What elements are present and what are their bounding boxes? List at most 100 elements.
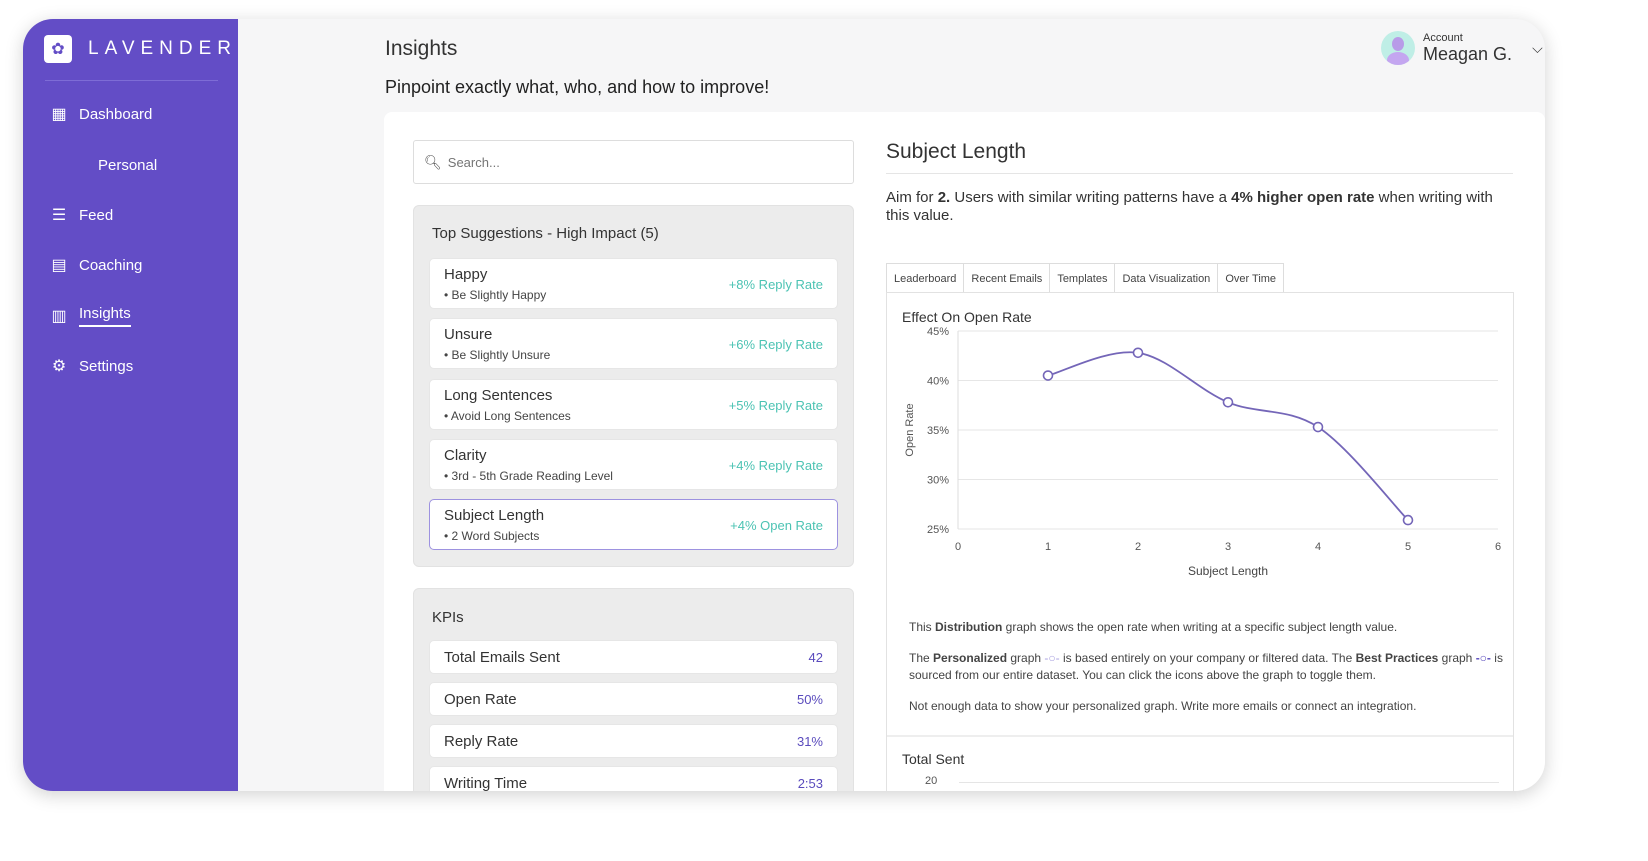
sidebar-item-personal[interactable]: Personal [98, 157, 158, 174]
kpis-box: KPIs Total Emails Sent 42 Open Rate 50% Repl… [413, 588, 854, 791]
page-tagline: Pinpoint exactly what, who, and how to i… [385, 77, 770, 97]
insights-panel: 🔍︎ Top Suggestions - High Impact (5) Hap… [384, 112, 1545, 791]
suggestion-impact: +4% Open Rate [730, 518, 823, 534]
suggestion-title: Long Sentences [444, 386, 553, 404]
chart-legend-description: The Personalized graph -○- is based enti… [909, 651, 1503, 682]
suggestion-detail: • Avoid Long Sentences [444, 408, 571, 423]
data-point [1312, 421, 1324, 433]
suggestion-detail: • 2 Word Subjects [444, 529, 540, 544]
sidebar-item-feed[interactable]: ☰ Feed [49, 205, 113, 225]
second-chart-y-tick: 20 [925, 775, 938, 787]
kpi-row: Writing Time 2:53 [429, 766, 838, 791]
page-title: Insights [385, 37, 458, 60]
sidebar-item-insights[interactable]: ▥ Insights [49, 305, 131, 327]
suggestion-title: Unsure [444, 326, 493, 344]
x-tick-label: 2 [1135, 541, 1141, 553]
search-box[interactable]: 🔍︎ [413, 140, 854, 184]
suggestion-detail: • 3rd - 5th Grade Reading Level [444, 468, 613, 483]
chart-title: Effect On Open Rate [902, 309, 1032, 325]
sidebar-item-label: Dashboard [79, 105, 153, 123]
dashboard-icon: ▦ [51, 106, 67, 123]
search-input[interactable] [447, 154, 828, 170]
suggestion-impact: +6% Reply Rate [728, 337, 823, 353]
kpis-title: KPIs [432, 609, 464, 626]
sidebar-item-dashboard[interactable]: ▦ Dashboard [49, 104, 152, 124]
suggestion-item[interactable]: Subject Length • 2 Word Subjects +4% Open … [429, 499, 838, 551]
kpi-value: 31% [796, 734, 823, 749]
logo[interactable]: ✿ LAVENDER [44, 35, 237, 63]
lavender-flower-icon: ✿ [44, 35, 72, 63]
detail-tabs: Leaderboard Recent Emails Templates Data Vi… [886, 263, 1285, 293]
chevron-down-icon[interactable]: ⌵ [1532, 39, 1543, 56]
suggestion-item[interactable]: Happy • Be Slightly Happy +8% Reply Rate [429, 258, 838, 309]
app-window: ✿ LAVENDER ▦ Dashboard Personal ☰ Feed ▤ Co… [23, 19, 1545, 791]
feed-icon: ☰ [51, 207, 67, 224]
data-point [1132, 347, 1144, 359]
divider [887, 735, 1513, 737]
detail-recommendation: Aim for 2. Users with similar writing pa… [886, 189, 1493, 224]
series-line [1047, 351, 1409, 521]
tab-recent-emails[interactable]: Recent Emails [963, 263, 1051, 293]
data-point [1222, 396, 1234, 408]
account-name: Meagan G. [1423, 43, 1513, 64]
sidebar-item-label: Coaching [79, 256, 143, 274]
y-tick-label: 40% [927, 376, 949, 388]
tab-over-time[interactable]: Over Time [1217, 263, 1285, 293]
not-enough-data-note: Not enough data to show your personalize… [909, 699, 1417, 713]
kpi-label: Writing Time [444, 775, 528, 791]
x-tick-label: 0 [955, 541, 961, 553]
search-icon: 🔍︎ [424, 153, 442, 170]
data-point [1402, 514, 1414, 526]
tab-data-visualization[interactable]: Data Visualization [1114, 263, 1219, 293]
kpi-label: Reply Rate [444, 733, 519, 750]
suggestion-item[interactable]: Clarity • 3rd - 5th Grade Reading Level +4… [429, 438, 838, 490]
sidebar-item-label: Settings [79, 357, 134, 375]
x-tick-label: 5 [1405, 541, 1411, 553]
x-tick-label: 4 [1315, 541, 1321, 553]
second-chart-gridline [959, 782, 1499, 783]
data-point [1042, 370, 1054, 381]
suggestion-impact: +4% Reply Rate [728, 457, 823, 473]
sidebar-item-label: Insights [79, 305, 131, 327]
kpi-label: Open Rate [444, 691, 517, 708]
kpi-row: Reply Rate 31% [429, 724, 838, 758]
avatar [1381, 31, 1415, 65]
y-tick-label: 35% [927, 425, 949, 437]
kpi-value: 42 [808, 650, 823, 665]
divider [45, 80, 218, 81]
personalized-graph-toggle-icon[interactable]: -○- [1044, 651, 1060, 665]
suggestion-title: Happy [444, 266, 488, 283]
suggestion-detail: • Be Slightly Unsure [444, 348, 551, 363]
x-axis-label: Subject Length [1188, 564, 1268, 578]
suggestions-title: Top Suggestions - High Impact (5) [432, 225, 659, 242]
suggestions-box: Top Suggestions - High Impact (5) Happy •… [413, 205, 854, 567]
insights-icon: ▥ [51, 308, 67, 325]
best-practices-graph-toggle-icon[interactable]: -○- [1475, 651, 1491, 665]
open-rate-chart: 25% 30% 35% 40% 45% 0 1 2 3 4 5 6 Subject Length Open… [904, 326, 1501, 578]
account-menu[interactable]: Account Meagan G. ⌵ [1381, 31, 1543, 65]
suggestion-item[interactable]: Unsure • Be Slightly Unsure +6% Reply Rate [429, 318, 838, 370]
coaching-icon: ▤ [51, 257, 67, 274]
suggestion-item[interactable]: Long Sentences • Avoid Long Sentences +5% … [429, 378, 838, 430]
kpi-row: Total Emails Sent 42 [429, 640, 838, 674]
y-tick-label: 30% [927, 475, 949, 487]
account-label: Account [1423, 31, 1463, 44]
tab-leaderboard[interactable]: Leaderboard [886, 263, 965, 293]
sidebar-item-settings[interactable]: ⚙ Settings [49, 356, 133, 376]
tab-templates[interactable]: Templates [1049, 263, 1116, 293]
sidebar-item-label: Feed [79, 206, 114, 224]
suggestion-title: Subject Length [444, 507, 545, 525]
kpi-value: 2:53 [797, 776, 823, 791]
chart-description: This Distribution graph shows the open r… [909, 620, 1398, 634]
x-tick-label: 1 [1045, 541, 1051, 553]
chart-card: Effect On Open Rate 25% 30% 35% 40% 45% 0 1 2 3 4… [886, 292, 1514, 791]
sidebar-item-coaching[interactable]: ▤ Coaching [49, 255, 142, 275]
kpi-row: Open Rate 50% [429, 682, 838, 716]
kpi-label: Total Emails Sent [444, 649, 560, 666]
x-tick-label: 3 [1225, 541, 1231, 553]
suggestion-detail: • Be Slightly Happy [444, 288, 547, 302]
brand-name: LAVENDER [88, 38, 238, 59]
detail-title: Subject Length [886, 140, 1027, 163]
settings-icon: ⚙ [51, 358, 67, 375]
second-chart-title: Total Sent [902, 751, 965, 767]
